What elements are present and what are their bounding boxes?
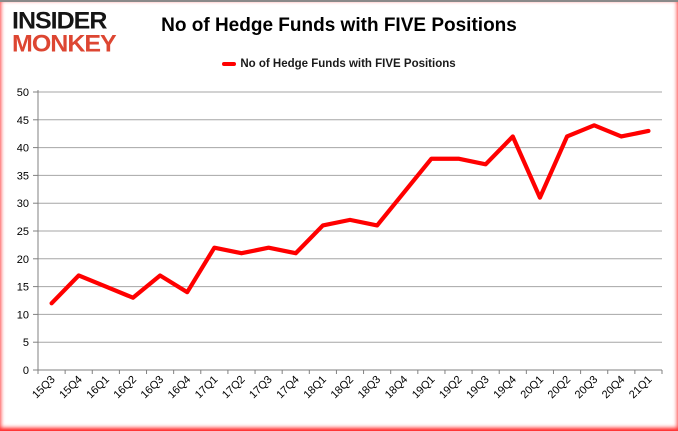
x-axis-tick-label: 20Q3: [573, 374, 601, 402]
x-axis-tick-label: 19Q2: [437, 374, 465, 402]
y-axis-tick-label: 35: [17, 170, 29, 182]
x-axis-tick-label: 15Q4: [57, 374, 85, 402]
y-axis-tick-label: 25: [17, 226, 29, 238]
y-axis-tick-label: 5: [23, 337, 29, 349]
chart-title: No of Hedge Funds with FIVE Positions: [161, 15, 517, 36]
chart-legend: No of Hedge Funds with FIVE Positions: [0, 58, 678, 70]
logo-text-monkey: MONKEY: [12, 30, 117, 57]
x-axis-tick-label: 19Q1: [410, 374, 438, 402]
y-axis-tick-label: 50: [17, 87, 29, 99]
legend-label: No of Hedge Funds with FIVE Positions: [240, 58, 456, 70]
x-axis-tick-label: 18Q2: [329, 374, 357, 402]
x-axis-tick-label: 20Q2: [546, 374, 574, 402]
x-axis-tick-label: 17Q4: [274, 374, 302, 402]
x-axis-tick-label: 20Q4: [600, 374, 628, 402]
y-axis-tick-label: 20: [17, 254, 29, 266]
series-line-hedge-funds: [49, 123, 651, 306]
x-axis-tick-label: 16Q4: [166, 374, 194, 402]
x-axis-tick-label: 18Q1: [301, 374, 329, 402]
x-axis-tick-label: 19Q3: [464, 374, 492, 402]
x-axis-tick-label: 20Q1: [519, 374, 547, 402]
x-axis-tick-label: 19Q4: [491, 374, 519, 402]
x-axis-tick-label: 17Q2: [220, 374, 248, 402]
x-axis-tick-label: 16Q3: [139, 374, 167, 402]
x-axis-tick-label: 16Q1: [84, 374, 112, 402]
y-axis-tick-label: 10: [17, 309, 29, 321]
logo-text-insider: INSIDER: [12, 7, 107, 35]
x-axis-tick-label: 18Q4: [383, 374, 411, 402]
x-axis-tick-label: 17Q1: [193, 374, 221, 402]
x-axis-tick-label: 16Q2: [112, 374, 140, 402]
y-axis-tick-label: 15: [17, 282, 29, 294]
x-axis-tick-label: 17Q3: [247, 374, 275, 402]
x-axis-tick-label: 18Q3: [356, 374, 384, 402]
insider-monkey-logo: INSIDER MONKEY: [12, 7, 117, 57]
legend-line-icon: [222, 62, 237, 66]
y-axis-tick-label: 0: [23, 365, 29, 377]
y-axis-tick-label: 45: [17, 115, 29, 127]
x-axis-tick-label: 21Q1: [627, 374, 655, 402]
y-axis-tick-label: 30: [17, 198, 29, 210]
x-axis-tick-label: 15Q3: [30, 374, 58, 402]
y-axis-tick-label: 40: [17, 143, 29, 155]
